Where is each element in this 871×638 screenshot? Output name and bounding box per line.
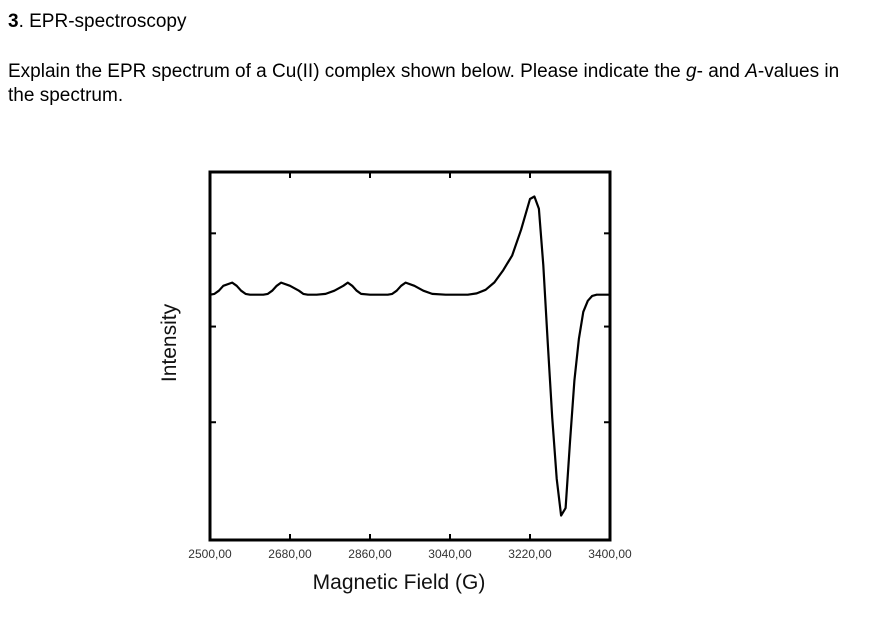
question-text-part1: Explain the EPR spectrum of a Cu(II) com… — [8, 61, 687, 82]
x-axis-ticks — [209, 172, 611, 540]
question-text: Explain the EPR spectrum of a Cu(II) com… — [8, 60, 858, 108]
question-title: . EPR-spectroscopy — [18, 11, 187, 32]
x-axis-title: Magnetic Field (G) — [313, 571, 486, 594]
a-symbol: A — [745, 61, 758, 82]
question-text-part2: - and — [696, 61, 746, 82]
x-tick-label: 3400,00 — [588, 547, 632, 561]
question-heading: 3. EPR-spectroscopy — [8, 10, 186, 34]
question-text-part3: -values in the spectrum. — [8, 61, 840, 106]
y-axis-ticks — [210, 232, 610, 424]
plot-frame — [208, 170, 612, 542]
x-tick-label: 2860,00 — [348, 547, 392, 561]
y-axis-title: Intensity — [158, 303, 181, 382]
g-symbol: g — [686, 61, 697, 82]
x-tick-label: 2500,00 — [188, 547, 232, 561]
x-tick-label: 2680,00 — [268, 547, 312, 561]
x-tick-label: 3040,00 — [428, 547, 472, 561]
x-tick-label: 3220,00 — [508, 547, 552, 561]
question-number: 3 — [8, 11, 19, 32]
spectrum-line — [208, 195, 612, 517]
x-axis-tick-labels: 2500,00 2680,00 2860,00 3040,00 3220,00 3400,… — [188, 547, 632, 561]
